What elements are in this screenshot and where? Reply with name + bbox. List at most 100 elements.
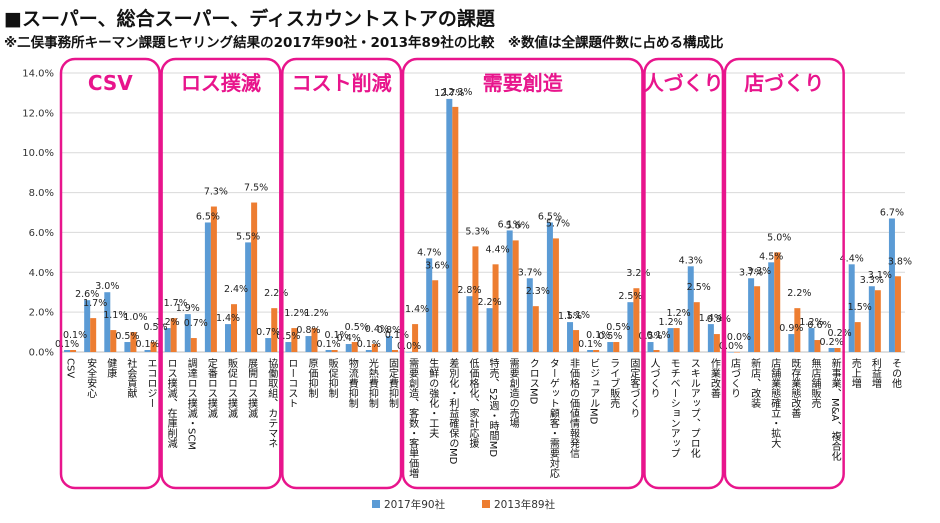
y-tick-label: 8.0%	[29, 188, 54, 199]
data-label-2017: 2.8%	[457, 285, 481, 296]
bar-2017	[828, 348, 835, 352]
bars	[64, 98, 901, 353]
bar-2017	[748, 278, 755, 352]
category-label: 健康	[105, 358, 117, 378]
bar-2013	[412, 324, 419, 352]
data-label-2013: 3.6%	[425, 260, 449, 271]
legend: 2017年90社 2013年89社	[372, 498, 556, 511]
data-label-2017: 0.8%	[377, 325, 401, 336]
data-label-2013: 2.4%	[224, 284, 248, 295]
data-label-2013: 3.3%	[747, 266, 771, 277]
bar-2017	[888, 218, 895, 352]
bar-2017	[385, 336, 392, 352]
data-label-2013: 12.3%	[442, 87, 472, 98]
category-label: 店舗業態確立・拡大	[769, 357, 781, 449]
data-label-2013: 2.5%	[687, 282, 711, 293]
data-label-2017: 0.5%	[276, 331, 300, 342]
data-label-2017: 2.5%	[618, 291, 642, 302]
category-label: 新店、改装	[749, 357, 761, 409]
bar-2013	[854, 322, 861, 352]
data-label-2017: 5.5%	[236, 231, 260, 242]
bar-2013	[552, 238, 559, 352]
bar-2017	[345, 344, 352, 352]
data-label-2013: 1.7%	[164, 298, 188, 309]
data-label-2017: 12.7%	[434, 88, 464, 99]
bar-2013	[472, 246, 479, 352]
bar-2017	[466, 296, 473, 352]
bar-2013	[512, 240, 519, 352]
data-label-2017: 4.5%	[759, 251, 783, 262]
page-subtitle: ※二俣事務所キーマン課題ヒヤリング結果の2017年90社・2013年89社の比較…	[4, 35, 724, 51]
data-label-2013: 1.1%	[566, 310, 590, 321]
category-label: ライブ販売	[608, 358, 620, 408]
category-label: 固定客づくり	[628, 358, 640, 418]
data-label-2017: 0.2%	[820, 337, 844, 348]
bar-2017	[768, 262, 775, 352]
category-label: 店づくり	[728, 357, 740, 398]
bar-2017	[265, 338, 272, 352]
bar-2013	[391, 350, 398, 352]
bar-2013	[754, 286, 761, 352]
category-label: 非価格の価値情報発信	[568, 358, 580, 459]
group-label: コスト削減	[292, 71, 392, 95]
bar-2017	[627, 302, 634, 352]
category-label: クロスMD	[527, 358, 538, 405]
category-label: 物流費抑制	[346, 357, 358, 408]
legend-label-2017: 2017年90社	[384, 498, 446, 511]
data-label-2013: 0.1%	[586, 330, 610, 341]
category-label: 新事業、M&A、複合化	[829, 357, 841, 461]
group-label: ロス撲滅	[181, 71, 261, 95]
bar-2017	[848, 264, 855, 352]
legend-label-2013: 2013年89社	[494, 498, 556, 511]
category-label: 売上増	[849, 357, 861, 389]
data-label-2013: 4.4%	[485, 244, 509, 255]
bar-2017	[567, 322, 574, 352]
bar-2017	[587, 350, 594, 352]
category-label: 安全安心	[85, 357, 97, 398]
data-label-2017: 3.7%	[518, 267, 542, 278]
bar-2017	[406, 352, 413, 353]
category-label: モチベーションアップ	[668, 358, 680, 458]
data-label-2013: 3.8%	[888, 256, 912, 267]
data-label-2017: 0.1%	[357, 339, 381, 350]
y-tick-label: 6.0%	[29, 228, 54, 239]
data-label-2017: 6.7%	[880, 207, 904, 218]
bar-2017	[647, 342, 654, 352]
data-label-2013: 5.6%	[506, 220, 530, 231]
data-label-2017: 1.2%	[156, 317, 180, 328]
y-axis: 0.0% 2.0% 4.0% 6.0% 8.0% 10.0% 12.0% 14.0%	[22, 69, 54, 359]
data-label-2017: 2.2%	[477, 297, 501, 308]
bar-2017	[707, 324, 714, 352]
bar-2013	[593, 350, 600, 352]
category-label: ターゲット顧客・需要対応	[547, 358, 559, 478]
data-label-2017: 1.4%	[216, 313, 240, 324]
data-label-2013: 1.1%	[103, 310, 127, 321]
data-label-2017: 0.1%	[135, 339, 159, 350]
bar-2013	[673, 328, 680, 352]
group-label: 店づくり	[744, 71, 824, 95]
bar-2017	[305, 336, 312, 352]
data-label-2013: 0.5%	[606, 322, 630, 333]
data-label-2017: 6.5%	[538, 211, 562, 222]
data-label-2013: 5.0%	[767, 232, 791, 243]
data-label-2017: 1.2%	[799, 317, 823, 328]
bar-2013	[311, 328, 318, 352]
bar-2013	[210, 206, 217, 352]
bar-2017	[184, 314, 191, 352]
data-label-2017: 3.3%	[860, 275, 884, 286]
data-label-2017: 4.3%	[679, 255, 703, 266]
bar-2013	[251, 202, 258, 352]
data-label-2013: 7.5%	[244, 183, 268, 194]
category-label: 低価格化、家計応援	[467, 357, 479, 449]
bar-2013	[371, 344, 378, 352]
bar-2013	[492, 264, 499, 352]
data-label-2017: 0.4%	[337, 333, 361, 344]
group-border	[723, 57, 845, 490]
bar-2013	[271, 308, 278, 352]
bar-2013	[894, 276, 901, 352]
y-tick-label: 12.0%	[22, 108, 54, 119]
group-border	[160, 57, 282, 490]
bar-2013	[90, 318, 97, 352]
bar-2017	[868, 286, 875, 352]
data-label-2017: 0.5%	[598, 331, 622, 342]
